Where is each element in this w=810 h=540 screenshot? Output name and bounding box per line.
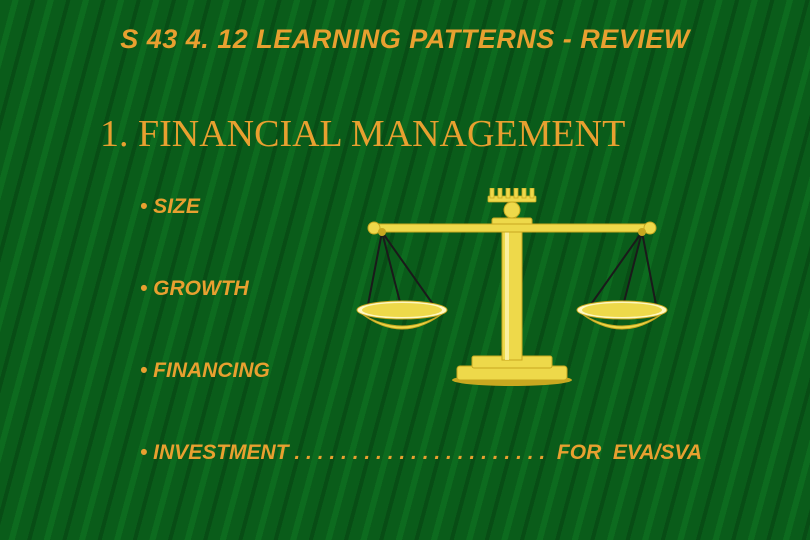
- balance-scales-icon: [342, 188, 682, 388]
- section-heading: 1. FINANCIAL MANAGEMENT: [100, 112, 625, 156]
- bullet-investment: • INVESTMENT . . . . . . . . . . . . . .…: [140, 441, 702, 465]
- slide-title: S 43 4. 12 LEARNING PATTERNS - REVIEW: [0, 24, 810, 55]
